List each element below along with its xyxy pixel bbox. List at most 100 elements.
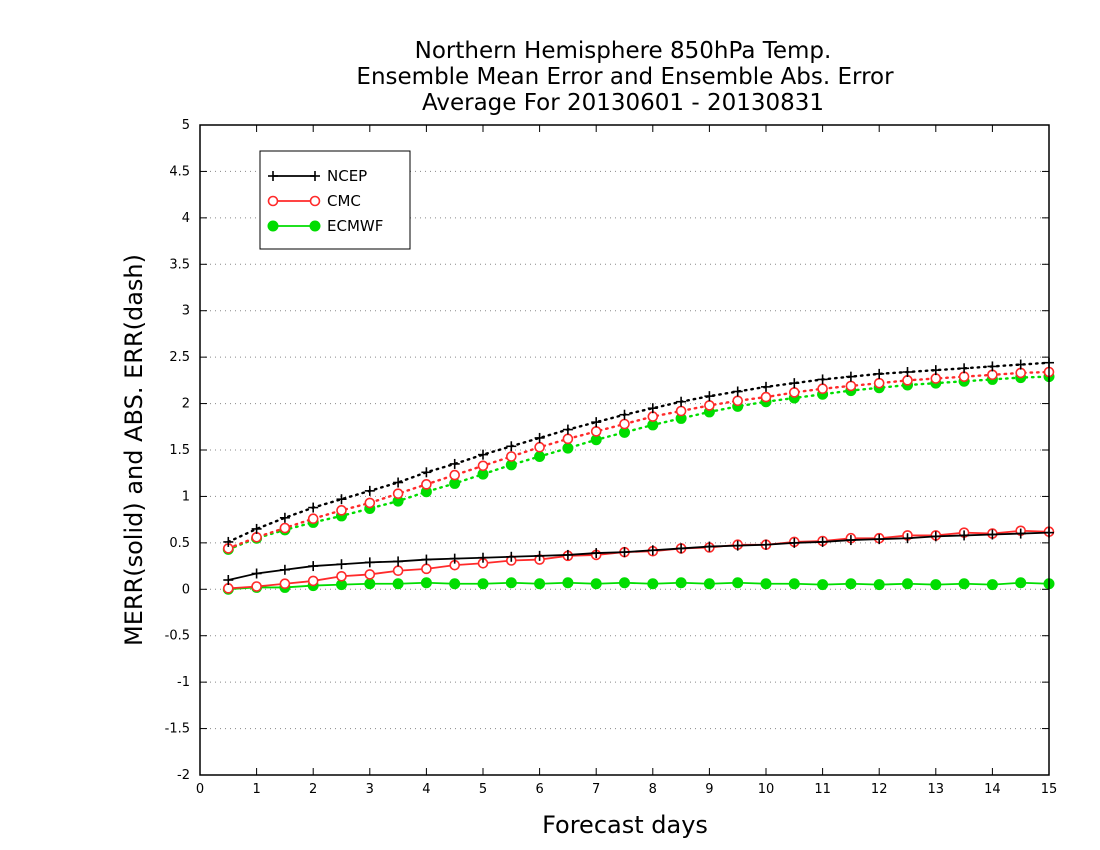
ecmwf-mean-error-point bbox=[1015, 577, 1027, 589]
ncep-abs-error-point bbox=[364, 485, 375, 496]
ncep-abs-error-point bbox=[845, 371, 856, 382]
cmc-abs-error-point bbox=[760, 391, 772, 403]
y-tick-label: 0.5 bbox=[169, 536, 190, 551]
ncep-abs-error-point bbox=[761, 381, 771, 392]
ncep-mean-error-point bbox=[817, 536, 828, 547]
cmc-abs-error-point bbox=[562, 433, 574, 445]
x-tick-label: 5 bbox=[479, 782, 487, 797]
ecmwf-mean-error-point bbox=[534, 578, 546, 590]
legend: NCEP CMC ECMWF bbox=[259, 150, 411, 250]
ncep-mean-error-point bbox=[619, 547, 630, 558]
ecmwf-mean-error-point bbox=[930, 579, 942, 591]
ncep-abs-error-point bbox=[959, 363, 970, 374]
legend-marker-ncep bbox=[268, 171, 278, 181]
ncep-mean-error-point bbox=[591, 548, 602, 559]
ncep-abs-error-point bbox=[591, 417, 602, 428]
ncep-abs-error-point bbox=[393, 477, 404, 488]
x-tick-label: 11 bbox=[814, 782, 831, 797]
ncep-mean-error-point bbox=[647, 545, 658, 556]
cmc-abs-error-point bbox=[817, 383, 828, 395]
cmc-abs-error-point bbox=[449, 469, 461, 481]
ecmwf-mean-error-point bbox=[590, 578, 602, 590]
legend-entry-ncep: NCEP bbox=[268, 167, 367, 185]
legend-label-ncep: NCEP bbox=[327, 167, 367, 185]
ncep-mean-error-point bbox=[930, 531, 941, 542]
y-tick-label: -1 bbox=[177, 675, 190, 690]
ecmwf-mean-error-point bbox=[562, 577, 574, 589]
ecmwf-mean-error-point bbox=[902, 578, 913, 590]
ecmwf-mean-error-point bbox=[647, 578, 659, 590]
x-axis-label: Forecast days bbox=[542, 811, 708, 839]
ecmwf-mean-error-point bbox=[420, 577, 432, 589]
chart-title: Northern Hemisphere 850hPa Temp. Ensembl… bbox=[356, 38, 894, 116]
y-tick-label: 1.5 bbox=[169, 443, 190, 458]
ncep-abs-error-point bbox=[1015, 359, 1026, 370]
cmc-mean-error-point bbox=[279, 578, 291, 590]
ncep-abs-error-point bbox=[874, 368, 885, 379]
ncep-abs-error-point bbox=[223, 536, 234, 547]
cmc-abs-error-point bbox=[477, 460, 489, 472]
y-tick-label: 2.5 bbox=[169, 350, 190, 365]
ncep-mean-error-point bbox=[761, 539, 771, 550]
y-tick-label: 4.5 bbox=[169, 164, 190, 179]
cmc-abs-error-point bbox=[1015, 367, 1027, 379]
ncep-mean-error-point bbox=[987, 529, 998, 540]
ncep-abs-error-point bbox=[308, 502, 319, 513]
y-tick-label: -0.5 bbox=[165, 629, 190, 644]
ecmwf-mean-error-point bbox=[817, 579, 829, 591]
legend-marker-cmc bbox=[309, 195, 321, 207]
legend-entry-ecmwf: ECMWF bbox=[267, 217, 383, 235]
cmc-abs-error-point bbox=[421, 479, 432, 490]
legend-marker-ncep bbox=[310, 171, 320, 181]
y-axis-label: MERR(solid) and ABS. ERR(dash) bbox=[120, 254, 148, 646]
cmc-abs-error-point bbox=[647, 411, 659, 422]
ecmwf-mean-error-point bbox=[619, 577, 630, 589]
ncep-mean-error-point bbox=[251, 568, 262, 579]
ncep-mean-error-point bbox=[393, 556, 404, 567]
ecmwf-mean-error-point bbox=[364, 578, 376, 590]
y-tick-label: 3.5 bbox=[169, 257, 190, 272]
y-tick-label: 2 bbox=[182, 397, 190, 412]
ncep-abs-error-point bbox=[478, 449, 488, 460]
x-tick-label: 4 bbox=[422, 782, 430, 797]
ncep-mean-error-point bbox=[534, 550, 545, 561]
ncep-mean-error-point bbox=[959, 530, 970, 541]
ncep-mean-error-point bbox=[364, 557, 375, 568]
ncep-mean-error-point bbox=[478, 552, 488, 563]
cmc-abs-error-point bbox=[336, 505, 347, 516]
y-tick-label: -1.5 bbox=[165, 722, 190, 737]
ncep-abs-error-point bbox=[902, 367, 913, 377]
cmc-abs-error-point bbox=[364, 497, 376, 509]
y-tick-label: 1 bbox=[182, 489, 190, 504]
x-tick-label: 0 bbox=[196, 782, 204, 797]
y-tick-label: -2 bbox=[177, 768, 190, 783]
ecmwf-mean-error-point bbox=[449, 578, 461, 590]
ncep-abs-error-point bbox=[506, 441, 517, 452]
x-tick-label: 7 bbox=[592, 782, 600, 797]
x-tick-label: 15 bbox=[1041, 782, 1058, 797]
series-ncep bbox=[223, 357, 1054, 585]
ecmwf-mean-error-point bbox=[760, 578, 772, 590]
ncep-abs-error-point bbox=[704, 391, 715, 402]
x-tick-label: 14 bbox=[984, 782, 1001, 797]
axes: 54.543.532.521.510.50-0.5-1-1.5-20 1 2 3 4 5 6… bbox=[165, 118, 1058, 797]
y-tick-label: 5 bbox=[182, 118, 190, 133]
ncep-abs-error-point bbox=[789, 378, 800, 389]
cmc-abs-error-point bbox=[704, 400, 715, 411]
ecmwf-abs-error-point bbox=[562, 442, 574, 454]
x-tick-label: 13 bbox=[928, 782, 945, 797]
x-tick-label: 3 bbox=[366, 782, 374, 797]
cmc-abs-error-point bbox=[902, 375, 913, 386]
ecmwf-mean-error-point bbox=[986, 579, 998, 591]
cmc-abs-error-point bbox=[279, 522, 291, 534]
y-tick-label: 3 bbox=[182, 304, 190, 319]
x-tick-label: 10 bbox=[758, 782, 775, 797]
ncep-abs-error-point bbox=[619, 409, 630, 420]
legend-label-cmc: CMC bbox=[327, 192, 361, 210]
ecmwf-mean-error-point bbox=[505, 577, 517, 589]
cmc-abs-error-point bbox=[732, 395, 744, 407]
legend-marker-cmc bbox=[267, 195, 279, 207]
ecmwf-abs-error-point bbox=[534, 451, 546, 462]
cmc-abs-error-point bbox=[675, 405, 687, 417]
